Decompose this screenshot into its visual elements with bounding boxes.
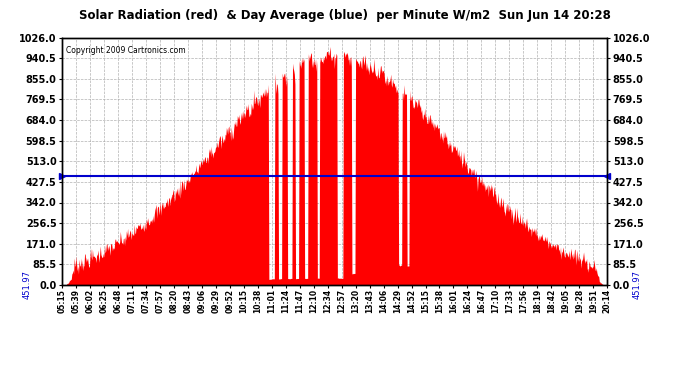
Text: Copyright 2009 Cartronics.com: Copyright 2009 Cartronics.com bbox=[66, 46, 186, 55]
Text: Solar Radiation (red)  & Day Average (blue)  per Minute W/m2  Sun Jun 14 20:28: Solar Radiation (red) & Day Average (blu… bbox=[79, 9, 611, 22]
Text: 451.97: 451.97 bbox=[633, 270, 642, 299]
Text: 451.97: 451.97 bbox=[22, 270, 31, 299]
